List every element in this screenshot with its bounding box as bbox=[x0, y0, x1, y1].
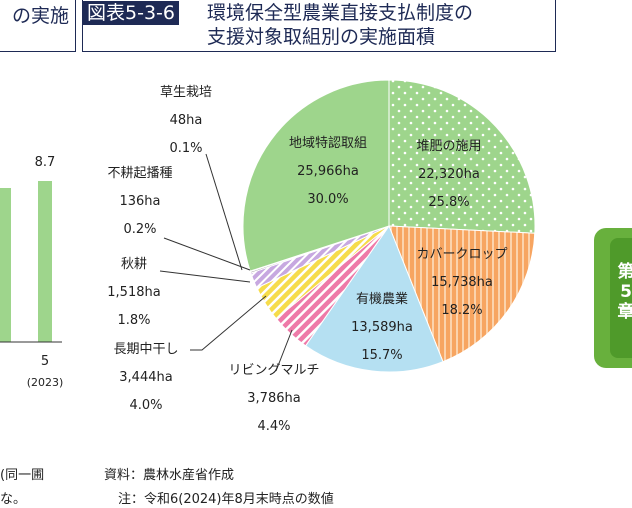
figure-title-line2: 支援対象取組別の実施面積 bbox=[207, 26, 436, 48]
slice-label-fukouki-pct: 0.2% bbox=[123, 222, 156, 237]
left-x-tick-label: 5 bbox=[41, 354, 49, 369]
slice-label-shuukou-pct: 1.8% bbox=[117, 313, 150, 328]
leader-line-fukouki bbox=[163, 237, 251, 271]
slice-label-taihi-pct: 25.8% bbox=[428, 195, 469, 210]
slice-label-taihi-value: 22,320ha bbox=[418, 167, 480, 182]
figure-title-line1: 環境保全型農業直接支払制度の bbox=[207, 2, 474, 24]
slice-label-cover-pct: 18.2% bbox=[441, 303, 482, 318]
leader-line-living-mulch bbox=[275, 329, 293, 372]
slice-label-living-mulch-value: 3,786ha bbox=[247, 391, 300, 406]
slice-label-organic-value: 13,589ha bbox=[351, 320, 413, 335]
footer-note: 注：令和6(2024)年8月末時点の数値 bbox=[118, 492, 334, 507]
prev-title-fragment-box: の実施 bbox=[0, 0, 76, 52]
chapter-tab-label: 第5章 bbox=[617, 262, 632, 322]
footer-source: 資料：農林水産省作成 bbox=[104, 468, 235, 483]
left-bar-value-label: 8.7 bbox=[35, 155, 56, 170]
pie-slice-2 bbox=[304, 224, 444, 373]
footer-left-line1: (同一圃 bbox=[0, 468, 45, 483]
slice-label-fukouki-value: 136ha bbox=[119, 194, 160, 209]
slice-label-living-mulch-name: リビングマルチ bbox=[228, 363, 319, 378]
left-bar-partial bbox=[0, 188, 11, 342]
left-x-tick-sublabel: (2023) bbox=[27, 376, 64, 389]
slice-label-organic-pct: 15.7% bbox=[361, 348, 402, 363]
pie bbox=[242, 79, 536, 373]
slice-label-sousei-value: 48ha bbox=[170, 113, 203, 128]
slice-label-fukouki-name: 不耕起播種 bbox=[107, 165, 172, 181]
pie-slice-1 bbox=[388, 225, 536, 363]
slice-label-sousei-name: 草生栽培 bbox=[160, 84, 212, 100]
slice-label-sousei-pct: 0.1% bbox=[169, 141, 202, 156]
figure-number-label: 図表5-3-6 bbox=[83, 1, 179, 25]
slice-label-cover-value: 15,738ha bbox=[431, 275, 493, 290]
pie-slice-0 bbox=[388, 79, 536, 234]
slice-label-taihi-name: 堆肥の施用 bbox=[416, 139, 481, 154]
prev-title-fragment: の実施 bbox=[11, 5, 69, 27]
slice-label-living-mulch-pct: 4.4% bbox=[257, 419, 290, 434]
slice-label-cover-name: カバークロップ bbox=[416, 247, 507, 262]
slice-label-nakaboshi-pct: 4.0% bbox=[129, 398, 162, 413]
leader-line-nakaboshi bbox=[190, 295, 267, 351]
figure-title-box: 図表5-3-6 環境保全型農業直接支払制度の 支援対象取組別の実施面積 bbox=[82, 0, 556, 52]
leader-lines bbox=[159, 153, 293, 372]
slice-label-nakaboshi-value: 3,444ha bbox=[119, 370, 172, 385]
slice-label-organic-name: 有機農業 bbox=[356, 291, 408, 307]
slice-label-chiiki-pct: 30.0% bbox=[307, 192, 348, 207]
leader-line-sousei bbox=[205, 153, 243, 271]
slice-label-shuukou-value: 1,518ha bbox=[107, 285, 160, 300]
chapter-tab-inner bbox=[610, 238, 632, 358]
slice-label-chiiki-name: 地域特認取組 bbox=[289, 135, 367, 151]
slice-label-chiiki-value: 25,966ha bbox=[297, 164, 359, 179]
left-bar-2023 bbox=[38, 181, 52, 342]
footer-left-line2: な。 bbox=[0, 492, 27, 507]
leader-line-shuukou bbox=[159, 270, 251, 283]
pie-slice-8 bbox=[242, 79, 390, 272]
slice-label-shuukou-name: 秋耕 bbox=[121, 256, 147, 272]
slice-label-nakaboshi-name: 長期中干し bbox=[113, 342, 178, 357]
